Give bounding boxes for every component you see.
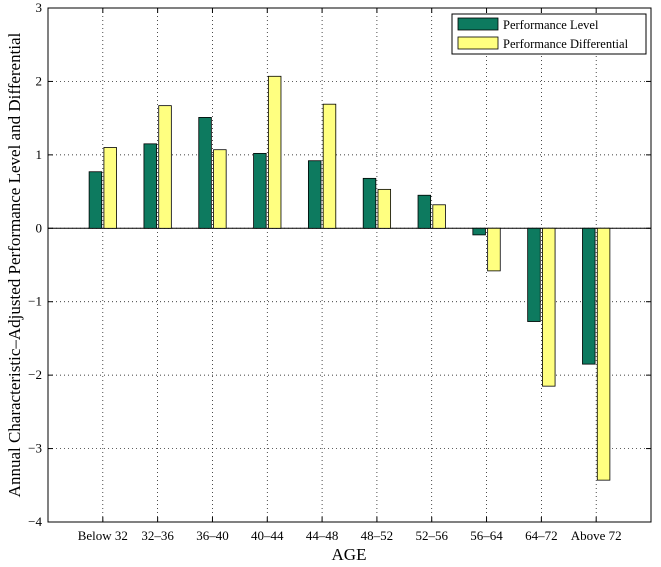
- y-tick-label: −1: [28, 294, 42, 309]
- bar-performance-level: [417, 194, 432, 229]
- y-tick-label: −4: [28, 514, 42, 529]
- y-tick-label: 1: [36, 147, 43, 162]
- bar-performance-differential: [213, 149, 227, 229]
- bar-performance-differential: [432, 204, 446, 229]
- legend: Performance Level Performance Differenti…: [451, 13, 647, 55]
- bar-performance-differential: [158, 105, 172, 229]
- bar-performance-level: [472, 227, 486, 236]
- bar-performance-level: [143, 143, 157, 229]
- legend-swatch-performance-differential: [457, 36, 499, 50]
- x-tick-label: 64–72: [525, 528, 558, 543]
- bar-performance-differential: [103, 147, 117, 229]
- bar-performance-level: [198, 117, 212, 229]
- bar-performance-level: [253, 152, 267, 229]
- x-tick-label: Above 72: [571, 528, 622, 543]
- x-tick-label: 32–36: [141, 528, 174, 543]
- x-axis-title: AGE: [332, 545, 367, 564]
- x-tick-label: 40–44: [251, 528, 284, 543]
- x-tick-label: 56–64: [470, 528, 503, 543]
- legend-label-performance-level: Performance Level: [503, 18, 599, 32]
- ticks: [48, 7, 651, 523]
- y-axis-title: Annual Characteristic–Adjusted Performan…: [5, 32, 24, 497]
- x-tick-label: 44–48: [306, 528, 339, 543]
- legend-swatch-performance-level: [457, 17, 499, 31]
- x-tick-label: 36–40: [196, 528, 229, 543]
- bar-performance-differential: [542, 227, 556, 387]
- x-tick-label: 52–56: [415, 528, 448, 543]
- bar-performance-level: [307, 160, 322, 229]
- bar-performance-level: [582, 227, 596, 365]
- bar-performance-level: [88, 171, 103, 229]
- bar-performance-level: [362, 177, 377, 229]
- grid: [48, 8, 651, 522]
- bars: [88, 75, 611, 481]
- bar-performance-differential: [596, 227, 611, 481]
- x-tick-label: Below 32: [78, 528, 128, 543]
- legend-label-performance-differential: Performance Differential: [503, 37, 629, 51]
- bar-performance-differential: [377, 188, 392, 229]
- x-tick-label: 48–52: [361, 528, 394, 543]
- bar-performance-differential: [487, 227, 501, 272]
- y-tick-label: 3: [36, 0, 43, 15]
- tick-labels: −4 −3 −2 −1 0 1 2 3 Below 32 32–36 36–40 40–44 44–48…: [28, 0, 621, 543]
- bar-performance-differential: [267, 75, 282, 229]
- bar-performance-differential: [322, 103, 337, 229]
- y-tick-label: 2: [36, 73, 43, 88]
- plot-frame: [47, 7, 652, 523]
- y-tick-label: 0: [36, 220, 43, 235]
- bar-performance-level: [527, 227, 541, 322]
- y-tick-label: −3: [28, 441, 42, 456]
- y-tick-label: −2: [28, 367, 42, 382]
